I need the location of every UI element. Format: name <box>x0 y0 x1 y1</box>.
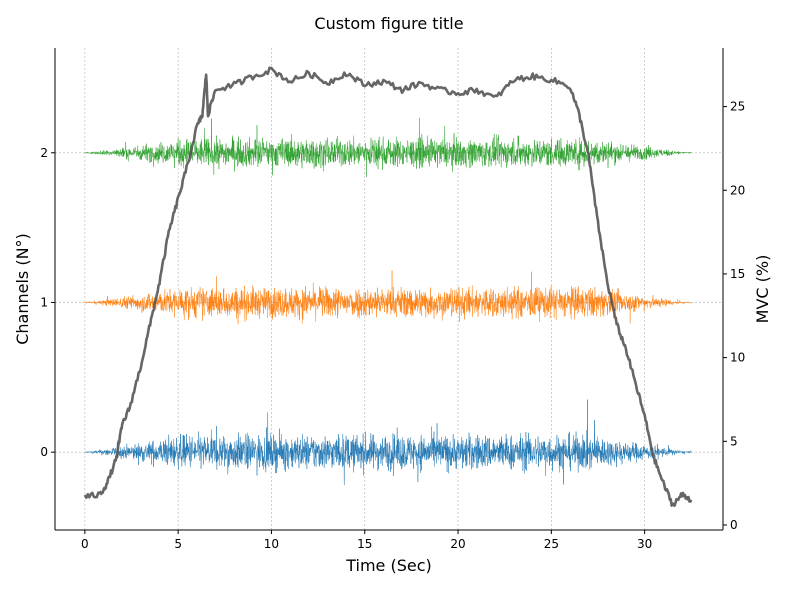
x-tick-label: 30 <box>637 537 652 551</box>
y-tick-label: 2 <box>40 146 48 160</box>
y-right-tick-label: 15 <box>730 267 745 281</box>
y-right-tick-label: 0 <box>730 518 738 532</box>
emg-channel-0 <box>84 399 692 486</box>
y-right-tick-label: 20 <box>730 183 745 197</box>
x-axis-label: Time (Sec) <box>345 556 432 575</box>
y-tick-label: 1 <box>40 295 48 309</box>
y-right-tick-label: 10 <box>730 351 745 365</box>
x-tick-label: 10 <box>264 537 279 551</box>
mvc-series <box>83 66 693 508</box>
emg-channels <box>84 117 692 486</box>
y-right-tick-label: 5 <box>730 434 738 448</box>
chart-title: Custom figure title <box>314 14 463 33</box>
x-tick-label: 5 <box>174 537 182 551</box>
mvc-line <box>83 66 693 508</box>
emg-channel-1 <box>84 270 692 325</box>
axes <box>54 48 724 531</box>
emg-channel-2 <box>84 117 692 177</box>
y-tick-label: 0 <box>40 445 48 459</box>
x-tick-label: 20 <box>450 537 465 551</box>
y-axis-right-label: MVC (%) <box>753 255 772 324</box>
x-tick-label: 25 <box>544 537 559 551</box>
x-tick-label: 0 <box>81 537 89 551</box>
x-tick-label: 15 <box>357 537 372 551</box>
y-right-tick-label: 25 <box>730 100 745 114</box>
y-axis-label: Channels (N°) <box>13 233 32 345</box>
